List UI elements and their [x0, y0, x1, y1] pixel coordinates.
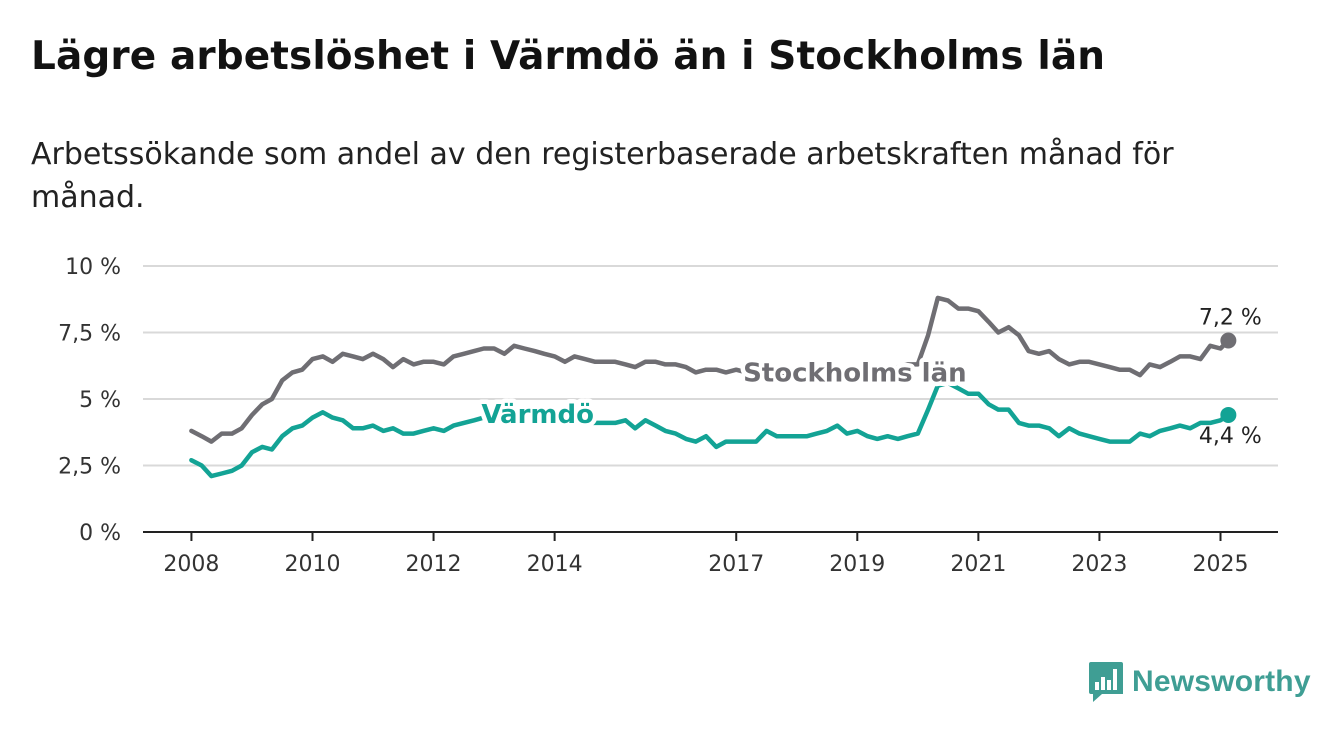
series-labels: 7,2 % 4,4 % Stockholms län Värmdö [477, 305, 1262, 449]
y-tick-label: 0 % [79, 521, 121, 546]
x-tick-label: 2010 [284, 552, 340, 577]
y-axis-tick-labels: 0 % 2,5 % 5 % 7,5 % 10 % [58, 255, 121, 546]
series-name-label: Stockholms län [743, 359, 967, 389]
x-tick-label: 2023 [1071, 552, 1127, 577]
series-line [189, 380, 1231, 479]
x-tick-label: 2012 [406, 552, 462, 577]
end-value-label: 7,2 % [1199, 305, 1262, 330]
chart-subtitle: Arbetssökande som andel av den registerb… [31, 137, 1174, 215]
y-tick-label: 5 % [79, 388, 121, 413]
y-tick-label: 10 % [65, 255, 121, 280]
gridlines [143, 265, 1278, 467]
series-end-point [1220, 406, 1237, 423]
y-tick-label: 7,5 % [58, 322, 121, 347]
x-axis-ticks: 2008 2010 2012 2014 2017 2019 2021 2023 2025 [163, 532, 1248, 577]
chart-title: Lägre arbetslöshet i Värmdö än i Stockho… [31, 34, 1106, 79]
x-tick-label: 2021 [950, 552, 1006, 577]
series-lines [189, 295, 1237, 479]
y-tick-label: 2,5 % [58, 455, 121, 480]
x-tick-label: 2025 [1192, 552, 1248, 577]
series-line [189, 295, 1231, 444]
series-name-label: Värmdö [481, 400, 594, 430]
end-value-label: 4,4 % [1199, 424, 1262, 449]
x-tick-label: 2019 [829, 552, 885, 577]
x-tick-label: 2008 [163, 552, 219, 577]
x-tick-label: 2017 [708, 552, 764, 577]
logo-text: Newsworthy [1132, 665, 1311, 698]
series-end-point [1220, 332, 1237, 349]
newsworthy-logo: Newsworthy [1088, 660, 1311, 704]
bar-chart-speech-bubble-icon [1089, 662, 1123, 702]
x-tick-label: 2014 [527, 552, 583, 577]
